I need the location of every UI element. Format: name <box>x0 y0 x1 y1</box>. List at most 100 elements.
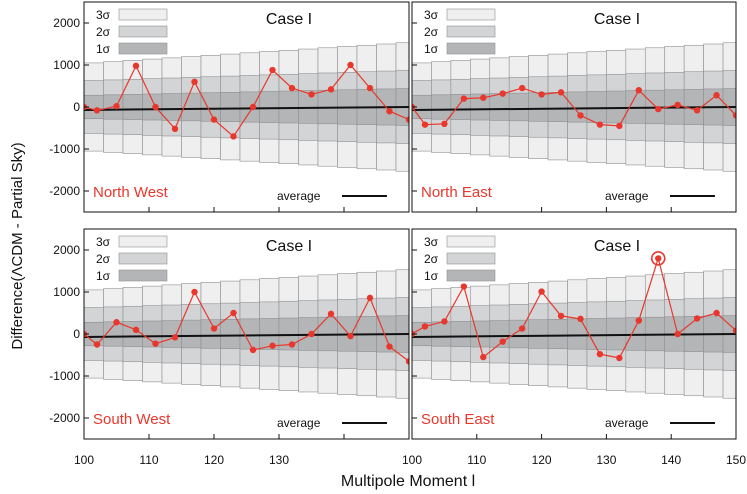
legend-sigma-label: 3σ <box>424 235 439 249</box>
plot-area <box>84 229 409 439</box>
data-point <box>421 121 429 128</box>
sigma-1-band <box>586 318 607 350</box>
data-point <box>655 255 662 262</box>
legend-sigma-label: 3σ <box>96 235 111 249</box>
legend-sigma-swatch <box>118 235 168 248</box>
sigma-1-band <box>200 319 221 349</box>
legend-sigma-swatch <box>446 25 496 38</box>
x-tick-label: 100 <box>402 453 422 467</box>
legend-average-label: average <box>277 189 321 203</box>
legend-sigma-label: 1σ <box>424 42 439 56</box>
sigma-1-band <box>508 319 529 349</box>
legend-sigma-swatch <box>118 252 168 265</box>
legend-sigma-label: 3σ <box>424 8 439 22</box>
panel-south-east: 3σ 2σ 1σ Case I South East average <box>411 228 737 440</box>
data-point <box>405 116 409 123</box>
data-point <box>732 327 736 334</box>
data-point <box>577 315 584 323</box>
data-point <box>210 325 218 332</box>
data-point <box>132 326 140 333</box>
data-point <box>596 350 604 358</box>
y-tick-label: -2000 <box>49 184 80 198</box>
panel-title: Case I <box>266 238 312 255</box>
data-point <box>191 288 198 296</box>
x-tick-label: 110 <box>139 453 158 467</box>
sigma-1-band <box>181 319 202 349</box>
data-point <box>460 283 468 290</box>
data-point <box>713 92 720 99</box>
legend-sigma-label: 2σ <box>424 252 439 266</box>
data-point <box>499 338 506 345</box>
highlight-ring <box>650 251 666 266</box>
panel-north-west: 3σ 2σ 1σ Case I North West average 2000 1000 0 -1… <box>49 1 410 213</box>
data-point <box>616 354 623 362</box>
data-point <box>674 330 681 338</box>
legend-sigma-label: 1σ <box>96 42 111 56</box>
data-point <box>460 95 468 102</box>
sigma-1-band <box>142 93 163 121</box>
data-point <box>249 103 257 111</box>
x-tick-label: 130 <box>596 453 616 467</box>
data-point <box>518 84 526 92</box>
sigma-1-band <box>606 317 627 351</box>
legend-sigma-swatch <box>118 8 168 21</box>
data-point <box>308 330 315 338</box>
sigma-1-band <box>220 318 241 349</box>
data-point <box>93 341 101 348</box>
data-point <box>499 90 506 97</box>
legend-sigma-label: 1σ <box>96 269 111 283</box>
data-point <box>327 310 335 318</box>
sigma-1-band <box>122 94 143 120</box>
region-label: North East <box>421 184 493 201</box>
sigma-1-band <box>161 93 182 121</box>
region-label: South West <box>93 411 171 428</box>
data-point <box>693 107 701 114</box>
data-point <box>616 122 623 130</box>
sigma-1-band <box>431 321 452 347</box>
sigma-1-band <box>508 92 529 122</box>
y-tick-label: 2000 <box>53 16 80 30</box>
data-point <box>655 105 662 113</box>
legend-sigma-label: 2σ <box>424 25 439 39</box>
x-tick-label: 120 <box>204 453 224 467</box>
sigma-1-band <box>528 319 549 349</box>
data-point <box>230 133 237 140</box>
data-point <box>288 341 296 348</box>
sigma-1-band <box>161 320 182 348</box>
y-tick-label: 0 <box>73 100 80 114</box>
data-point <box>693 315 701 322</box>
series-line <box>84 64 409 138</box>
data-point <box>713 309 720 317</box>
sigma-1-band <box>431 94 452 120</box>
legend-sigma-swatch <box>446 42 496 55</box>
data-point <box>113 319 120 326</box>
legend-average-label: average <box>605 416 649 430</box>
panel-title: Case I <box>266 11 312 28</box>
data-point <box>249 346 257 354</box>
data-point <box>152 340 159 347</box>
data-point <box>557 89 565 96</box>
data-point <box>269 66 276 74</box>
series-line <box>412 256 736 359</box>
y-tick-label: 2000 <box>53 243 80 257</box>
legend-sigma-label: 1σ <box>424 269 439 283</box>
region-label: North West <box>93 184 169 201</box>
data-point <box>732 112 736 119</box>
data-point <box>386 343 393 350</box>
sigma-1-band <box>239 91 260 123</box>
data-point <box>480 94 487 101</box>
data-point <box>557 312 565 320</box>
data-point <box>421 323 429 330</box>
panel-title: Case I <box>594 238 640 255</box>
legend-sigma-swatch <box>446 235 496 248</box>
plot-area <box>84 2 409 212</box>
data-point <box>518 325 526 332</box>
x-tick-label: 120 <box>532 453 552 467</box>
data-point <box>113 102 120 110</box>
data-point <box>327 86 335 93</box>
legend-sigma-swatch <box>118 42 168 55</box>
sigma-1-band <box>259 91 280 123</box>
panel-title: Case I <box>594 11 640 28</box>
data-point <box>441 318 448 325</box>
data-point <box>596 121 604 128</box>
